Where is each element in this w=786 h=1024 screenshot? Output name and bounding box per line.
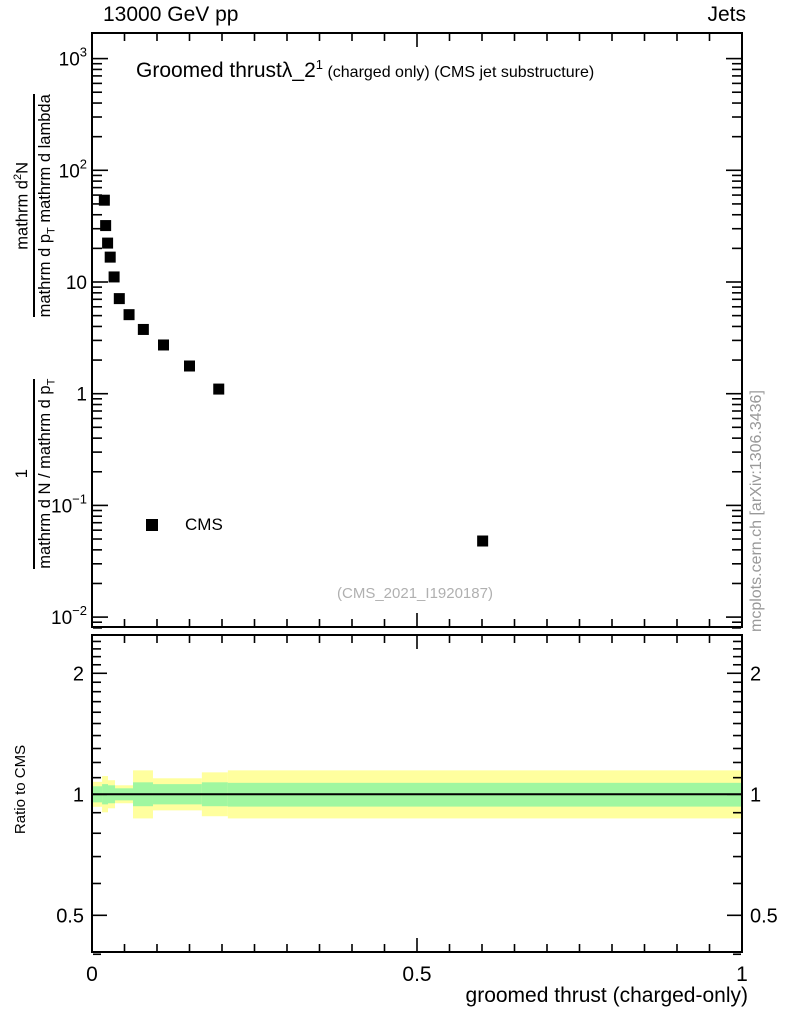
ratio-tick-label-right: 2	[750, 663, 761, 685]
ratio-panel-frame	[91, 634, 743, 953]
data-point-marker	[108, 271, 120, 283]
data-point-marker	[158, 339, 169, 351]
y-axis-tick-label: 10	[66, 273, 87, 294]
y-axis-title-fraction-1: 1 mathrm d N / mathrm d pT	[12, 378, 58, 569]
x-axis-tick-label: 1	[736, 963, 748, 986]
y-axis-title-fraction-2: mathrm d2N mathrm d pT mathrm d lambda	[11, 94, 58, 318]
data-point-marker	[104, 251, 116, 263]
plot-title-suffix: (charged only) (CMS jet substructure)	[323, 64, 595, 81]
y-axis-tick-label: 103	[59, 45, 87, 71]
fraction2-numerator-text: mathrm d	[13, 180, 32, 250]
ratio-tick-label-left: 1	[73, 784, 84, 806]
data-point-marker	[213, 383, 225, 395]
fraction2-numerator: mathrm d2N	[11, 94, 36, 318]
ratio-axis-title: Ratio to CMS	[12, 744, 29, 835]
x-axis-title: groomed thrust (charged-only)	[465, 984, 748, 1007]
fraction1-numerator: 1	[12, 378, 35, 569]
fraction2-denominator-sub: T	[45, 227, 58, 234]
fraction2-numerator-sup: 2	[11, 173, 24, 181]
fraction2-numerator-text2: N	[13, 161, 32, 174]
fraction2-denominator: mathrm d pT mathrm d lambda	[35, 94, 58, 317]
data-point-marker	[113, 293, 125, 305]
data-point-marker	[137, 323, 149, 335]
data-point-marker	[98, 194, 110, 206]
plot-title-lambda: λ_2	[281, 59, 316, 82]
ratio-tick-label-left: 0.5	[56, 905, 84, 927]
beam-energy-label: 13000 GeV pp	[103, 3, 239, 26]
plot-title-main: Groomed thrust	[136, 59, 282, 82]
data-point-marker	[100, 220, 112, 232]
y-axis-tick-label: 10−2	[51, 603, 87, 629]
y-axis-tick-label: 102	[59, 156, 87, 182]
analysis-id-watermark: (CMS_2021_I1920187)	[337, 585, 493, 602]
fraction1-denominator-text: mathrm d N / mathrm d p	[35, 385, 54, 569]
fraction2-denominator-text: mathrm d p	[36, 233, 55, 318]
main-panel-frame	[91, 32, 743, 628]
y-axis-tick-label: 1	[76, 385, 87, 406]
fraction2-denominator-text2: mathrm d lambda	[36, 94, 55, 228]
fraction1-denominator: mathrm d N / mathrm d pT	[35, 379, 58, 569]
y-axis-title: 1 mathrm d N / mathrm d pT mathrm d2N ma…	[6, 33, 64, 630]
fraction1-denominator-sub: T	[44, 378, 57, 386]
y-axis-tick-label: 10−1	[51, 491, 87, 517]
x-axis-tick-label: 0	[86, 963, 98, 986]
data-point-marker	[184, 360, 195, 372]
mcplots-reference-note: mcplots.cern.ch [arXiv:1306.3436]	[748, 390, 765, 632]
plot-title-exponent: 1	[315, 57, 323, 72]
data-point-marker	[102, 237, 114, 249]
data-point-marker	[477, 535, 489, 547]
ratio-tick-label-left: 2	[73, 663, 84, 685]
legend-marker-square	[146, 519, 158, 531]
plot-title: Groomed thrustλ_21 (charged only) (CMS j…	[136, 57, 594, 83]
x-axis-tick-label: 0.5	[402, 963, 431, 986]
data-point-marker	[123, 309, 135, 321]
ratio-tick-label-right: 1	[750, 784, 761, 806]
analysis-group-label: Jets	[707, 3, 746, 26]
ratio-tick-label-right: 0.5	[750, 905, 778, 927]
legend-label: CMS	[185, 515, 223, 534]
